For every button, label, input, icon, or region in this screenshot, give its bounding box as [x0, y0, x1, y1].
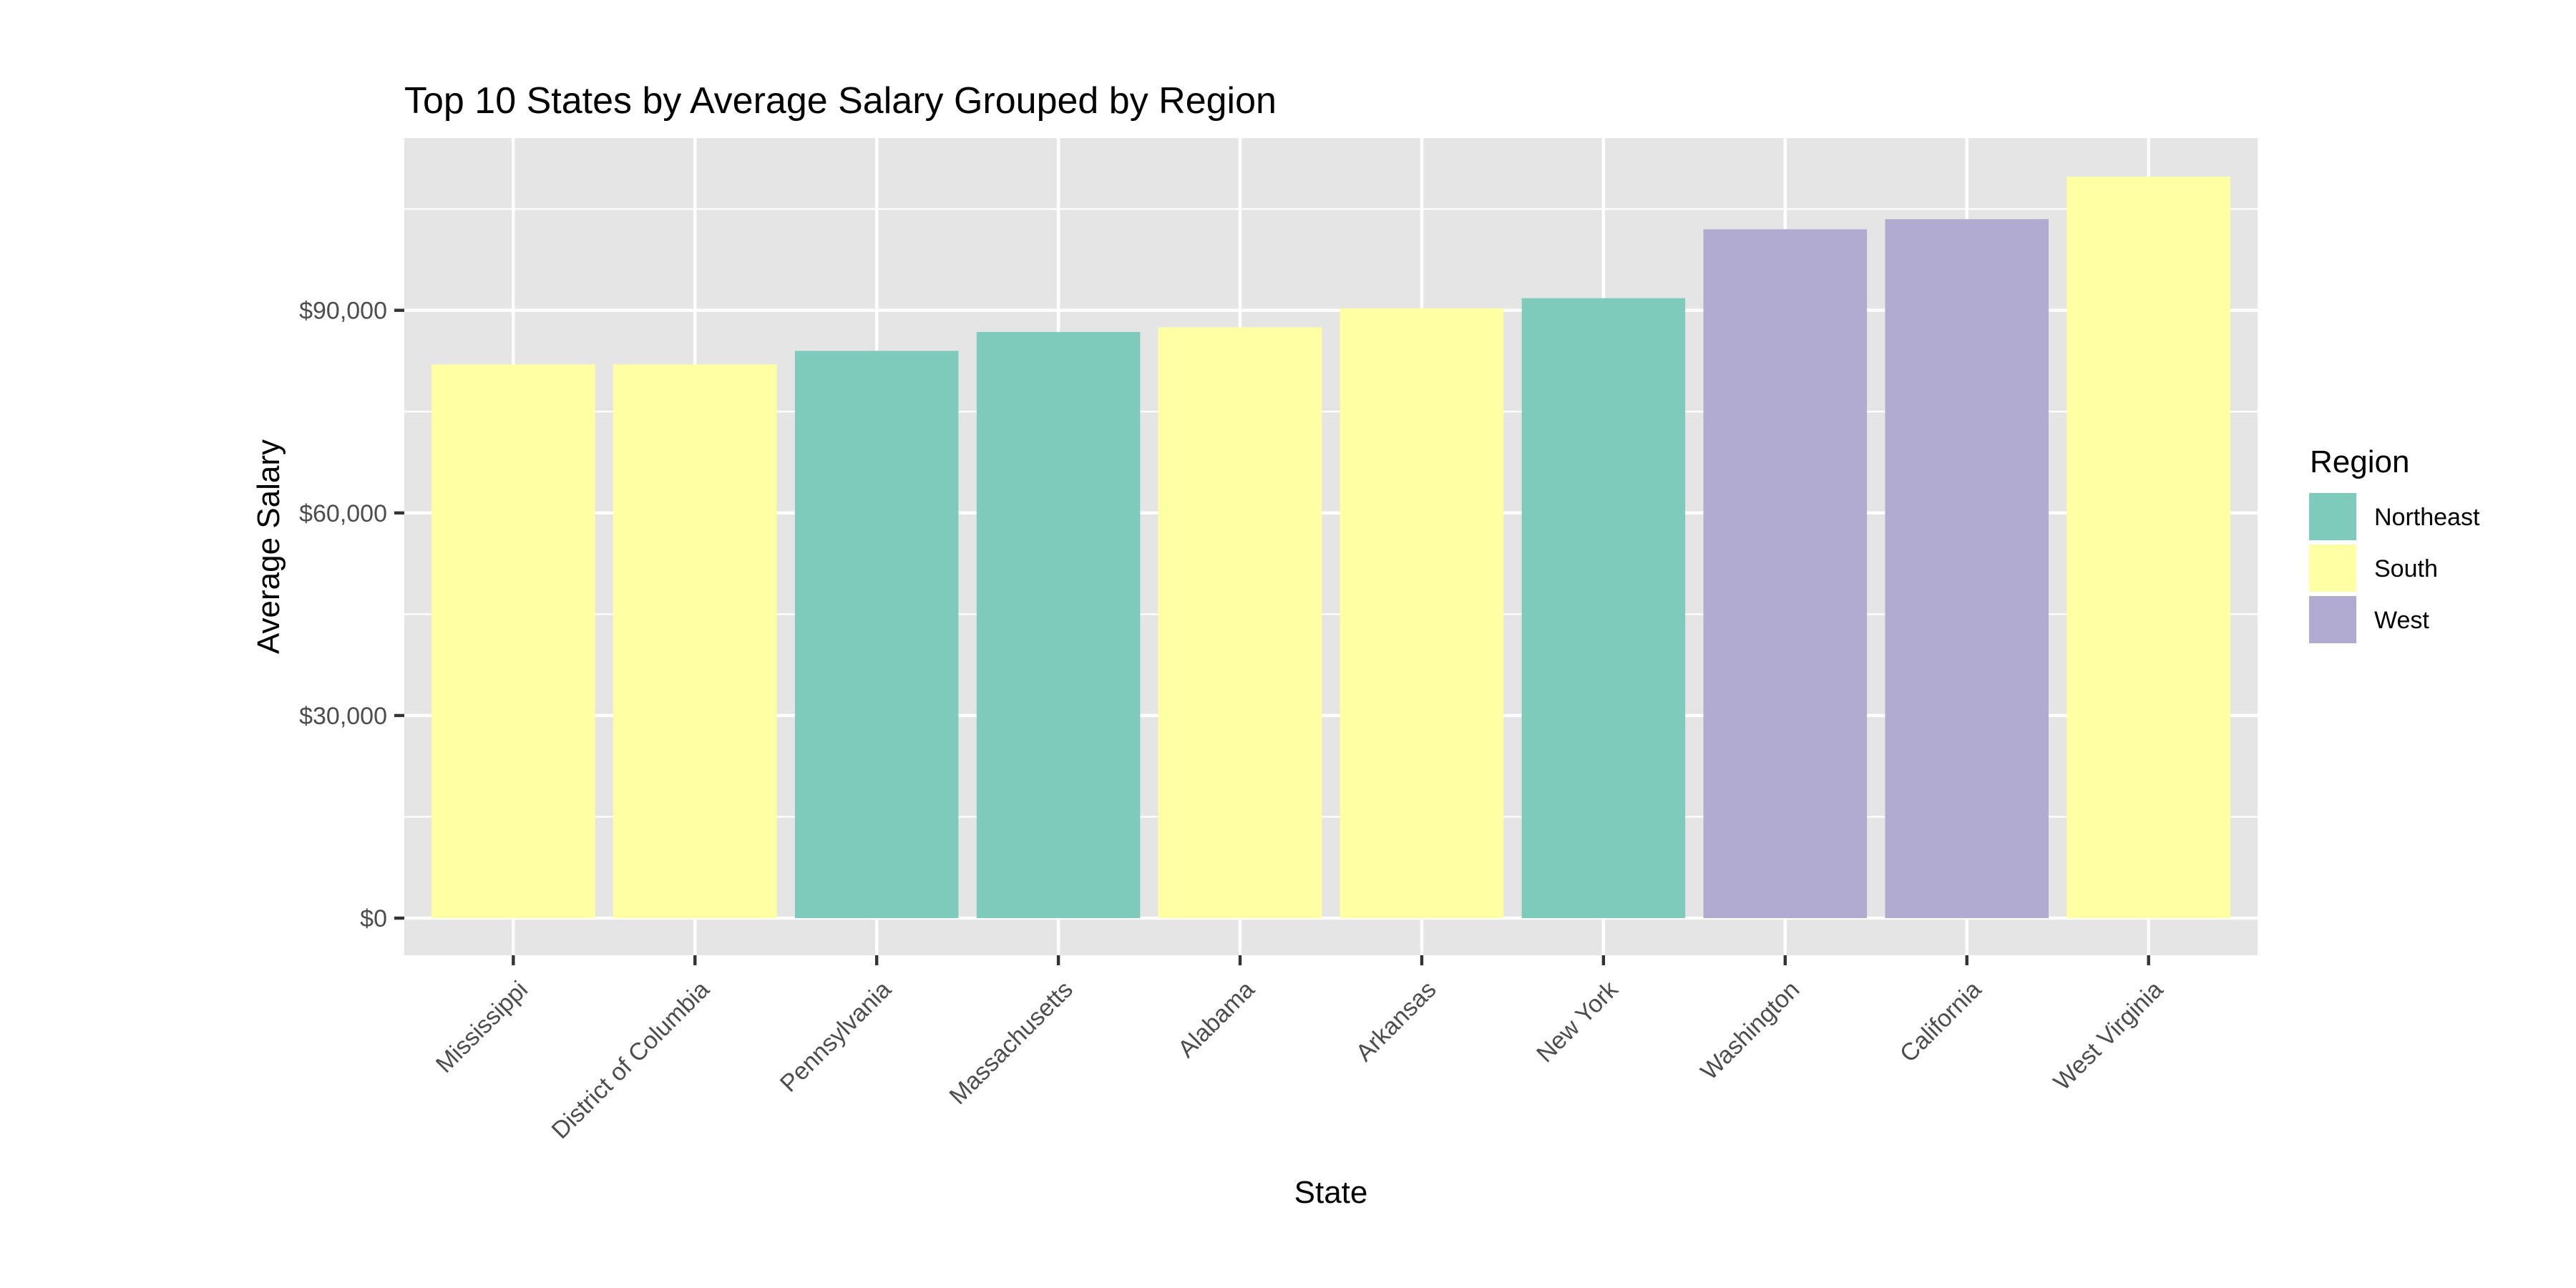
x-tick-label: Washington: [1696, 976, 1805, 1085]
x-axis: Mississippi District of Columbia Pennsylva…: [431, 955, 2168, 1144]
bars: [431, 176, 2230, 919]
bar-massachusetts: [976, 331, 1141, 919]
legend-key-northeast: [2308, 492, 2358, 542]
x-tick-label: California: [1895, 976, 1986, 1068]
y-tick-label: $60,000: [299, 500, 387, 527]
y-tick-label: $30,000: [299, 703, 387, 730]
bar-arkansas: [1340, 308, 1504, 919]
plot-panel: [404, 138, 2258, 955]
legend-entries: Northeast South West: [2308, 492, 2480, 645]
legend-label: West: [2374, 607, 2429, 634]
x-tick-label: Massachusetts: [945, 976, 1078, 1110]
y-axis-title: Average Salary: [251, 439, 286, 654]
x-tick-label: Alabama: [1173, 976, 1260, 1063]
x-tick-label: Pennsylvania: [775, 976, 897, 1098]
x-axis-title: State: [1294, 1175, 1368, 1210]
bar-new-york: [1521, 298, 1686, 919]
chart-title: Top 10 States by Average Salary Grouped …: [404, 80, 1277, 122]
bar-alabama: [1158, 327, 1322, 919]
x-tick-label: Mississippi: [431, 976, 533, 1078]
bar-pennsylvania: [794, 351, 959, 919]
x-tick-label: District of Columbia: [547, 976, 715, 1144]
y-tick-label: $0: [360, 905, 387, 932]
bar-california: [1885, 219, 2049, 919]
x-tick-label: Arkansas: [1351, 976, 1442, 1067]
bar-district-of-columbia: [613, 364, 777, 919]
x-tick-label: New York: [1531, 975, 1624, 1068]
legend-title: Region: [2310, 444, 2409, 479]
legend-label: Northeast: [2374, 504, 2480, 531]
legend: Region Northeast South West: [2308, 444, 2480, 645]
legend-key-west: [2308, 595, 2358, 645]
bar-west-virginia: [2067, 176, 2230, 919]
x-tick-label: West Virginia: [2049, 976, 2169, 1096]
y-tick-label: $90,000: [299, 298, 387, 325]
legend-label: South: [2374, 555, 2438, 582]
legend-key-south: [2308, 543, 2358, 593]
bar-mississippi: [431, 364, 595, 919]
bar-washington: [1703, 229, 1868, 919]
y-axis: $0 $30,000 $60,000 $90,000: [299, 298, 404, 932]
